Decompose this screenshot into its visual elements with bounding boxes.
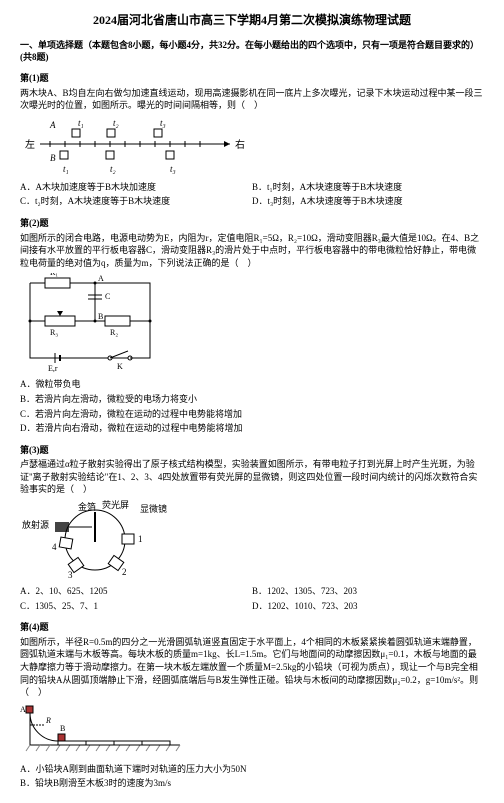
q3-choice-d: D．1202、1010、723、203 (252, 599, 484, 614)
q4-figure: B A R (20, 703, 484, 758)
svg-text:显微镜: 显微镜 (140, 503, 167, 514)
svg-text:t₁: t₁ (63, 164, 69, 174)
q4-label: 第(4)题 (20, 621, 484, 634)
q1-choices: A．A木块加速度等于B木块加速度 B．t₁时刻，A木块速度等于B木块速度 C．t… (20, 180, 484, 209)
q2-choice-d: D．若滑片向右滑动，微粒在运动的过程中电势能将增加 (20, 421, 484, 436)
svg-text:3: 3 (68, 570, 73, 580)
q2-figure: R₁ C A B R₃ R₂ E,r K (20, 273, 484, 373)
svg-text:B: B (60, 724, 65, 733)
q1-choice-a: A．A木块加速度等于B木块加速度 (20, 180, 252, 195)
svg-text:R₁: R₁ (50, 273, 58, 277)
svg-text:t₃: t₃ (170, 164, 176, 174)
q3-choice-a: A．2、10、625、1205 (20, 584, 252, 599)
svg-text:t₂: t₂ (110, 164, 116, 174)
q4-choice-b: B．铅块B刚滑至木板3时的速度为3m/s (20, 776, 484, 791)
svg-text:R: R (45, 716, 51, 725)
svg-text:E,r: E,r (48, 364, 58, 373)
svg-text:B: B (50, 153, 56, 163)
q1-label: 第(1)题 (20, 72, 484, 85)
q3-text: 卢瑟福通过α粒子散射实验得出了原子核式结构模型，实验装置如图所示，有带电粒子打到… (20, 458, 484, 496)
svg-text:K: K (117, 362, 123, 371)
svg-text:右: 右 (235, 138, 245, 151)
q4-text: 如图所示，半径R=0.5m的四分之一光滑圆弧轨道竖直固定于水平面上，4个相同的木… (20, 636, 484, 699)
svg-text:R₂: R₂ (110, 328, 118, 337)
svg-text:B: B (98, 312, 103, 321)
q1-text: 两木块A、B均自左向右做匀加速直线运动，现用高速摄影机在同一底片上多次曝光，记录… (20, 87, 484, 112)
svg-text:t₁: t₁ (78, 118, 84, 128)
q2-choice-c: C．若滑片向左滑动，微粒在运动的过程中电势能将增加 (20, 407, 484, 422)
q1-choice-c: C．t₂时刻，A木块速度等于B木块速度 (20, 194, 252, 209)
svg-text:t₃: t₃ (160, 118, 166, 128)
svg-text:A: A (49, 120, 56, 130)
svg-text:t₂: t₂ (113, 118, 119, 128)
q1-figure: A t₁ t₂ t₃ 左 右 B t₁ t₂ t₃ (20, 116, 484, 176)
section-1-heading: 一、单项选择题（本题包含8小题，每小题4分，共32分。在每小题给出的四个选项中，… (20, 39, 484, 64)
svg-text:4: 4 (52, 542, 57, 552)
svg-text:荧光屏: 荧光屏 (102, 500, 129, 510)
page-title: 2024届河北省唐山市高三下学期4月第二次模拟演练物理试题 (20, 12, 484, 29)
svg-text:1: 1 (138, 534, 143, 544)
q2-choices: A．微粒带负电 B．若滑片向左滑动，微粒受的电场力将变小 C．若滑片向左滑动，微… (20, 377, 484, 435)
svg-text:放射源: 放射源 (22, 519, 49, 530)
svg-text:A: A (20, 705, 26, 714)
q3-choices: A．2、10、625、1205 B．1202、1305、723、203 C．13… (20, 584, 484, 613)
q4-choices: A．小铅块A刚到曲面轨道下端时对轨道的压力大小为50N B．铅块B刚滑至木板3时… (20, 762, 484, 791)
q3-figure: 放射源 金箔 荧光屏 显微镜 1 2 3 4 (20, 500, 484, 580)
svg-text:左: 左 (25, 138, 35, 151)
q1-choice-b: B．t₁时刻，A木块速度等于B木块速度 (252, 180, 484, 195)
svg-text:2: 2 (122, 567, 127, 577)
q2-text: 如图所示的闭合电路，电源电动势为E，内阻为r，定值电阻R₁=5Ω，R₂=10Ω，… (20, 232, 484, 270)
svg-text:A: A (98, 274, 104, 283)
q2-label: 第(2)题 (20, 217, 484, 230)
svg-text:R₃: R₃ (50, 328, 58, 337)
q2-choice-a: A．微粒带负电 (20, 377, 484, 392)
svg-text:C: C (105, 292, 110, 301)
q3-choice-b: B．1202、1305、723、203 (252, 584, 484, 599)
q3-choice-c: C．1305、25、7、1 (20, 599, 252, 614)
q2-choice-b: B．若滑片向左滑动，微粒受的电场力将变小 (20, 392, 484, 407)
q1-choice-d: D．t₃时刻，A木块速度等于B木块速度 (252, 194, 484, 209)
q4-choice-a: A．小铅块A刚到曲面轨道下端时对轨道的压力大小为50N (20, 762, 484, 777)
q3-label: 第(3)题 (20, 444, 484, 457)
